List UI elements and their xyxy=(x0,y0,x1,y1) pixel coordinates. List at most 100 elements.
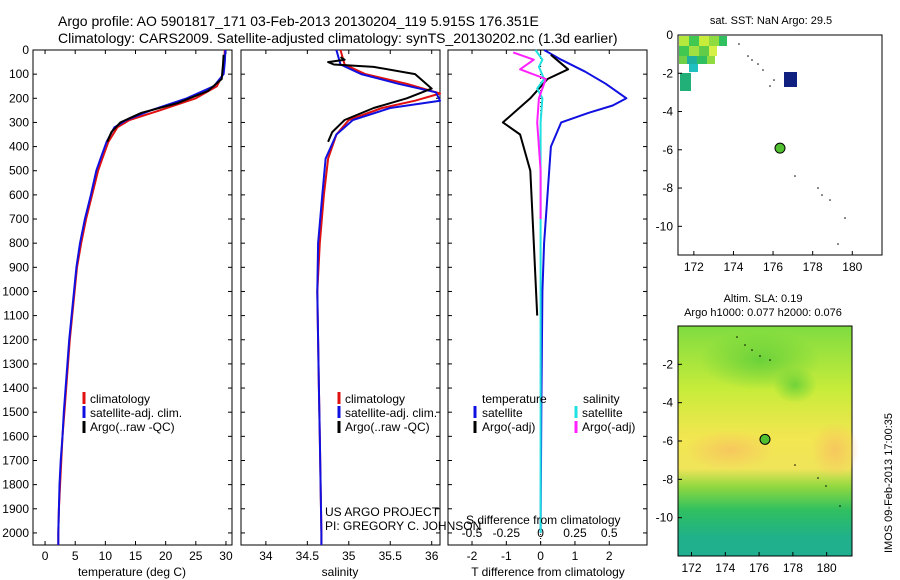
salinity-panel xyxy=(240,49,441,546)
series-layer xyxy=(57,49,628,545)
sla-blob xyxy=(685,430,775,470)
island-dot xyxy=(769,85,771,87)
x-tick-label: 15 xyxy=(129,549,143,563)
island-dot xyxy=(757,63,759,65)
argo-float-marker xyxy=(774,142,786,154)
island-dot xyxy=(769,359,771,361)
y-tick-label: 2000 xyxy=(2,526,29,540)
map-x-tick-label: 178 xyxy=(803,260,823,274)
sst-pixel xyxy=(689,64,698,72)
y-tick-label: 600 xyxy=(9,188,29,202)
map-y-tick-label: -2 xyxy=(662,66,673,80)
s-tick-label: 0 xyxy=(537,526,544,540)
map-y-tick-label: -8 xyxy=(662,181,673,195)
sla-map-axes: 172 174 176 178 180 -2 -4 -6 -8 -10 xyxy=(656,357,837,575)
map-y-tick-label: -4 xyxy=(662,396,673,410)
difference-legend: temperature salinity satellite Argo(-adj… xyxy=(473,392,635,434)
y-tick-label: 300 xyxy=(9,115,29,129)
map-y-tick-label: 0 xyxy=(666,28,673,42)
sst-pixel xyxy=(679,36,689,46)
y-tick-label: 1900 xyxy=(2,502,29,516)
sla-blob xyxy=(811,422,859,478)
s-tick-label: -0.25 xyxy=(493,526,521,540)
y-tick-label: 1300 xyxy=(2,357,29,371)
sla-blob xyxy=(773,367,817,403)
map-y-tick-label: -10 xyxy=(656,219,674,233)
island-dot xyxy=(817,477,819,479)
sla-map-subtitle: Argo h1000: 0.077 h2000: 0.076 xyxy=(684,307,842,319)
legend-label-climatology: climatology xyxy=(90,392,150,406)
s-difference-label: S difference from climatology xyxy=(466,513,621,527)
legend-label-argo: Argo(..raw -QC) xyxy=(345,420,430,434)
map-x-tick-label: 176 xyxy=(749,561,769,575)
legend-label-s-argo: Argo(-adj) xyxy=(582,420,635,434)
header-line-2: Climatology: CARS2009. Satellite-adjuste… xyxy=(58,30,618,46)
legend-label-climatology: climatology xyxy=(345,392,405,406)
sst-pixel xyxy=(709,36,719,46)
x-tick-label: 0 xyxy=(42,549,49,563)
header-line-1: Argo profile: AO 5901817_171 03-Feb-2013… xyxy=(58,13,539,29)
argo-float-marker xyxy=(759,433,771,445)
map-y-tick-label: -6 xyxy=(662,434,673,448)
sst-pixel xyxy=(680,73,691,91)
map-y-tick-label: -6 xyxy=(662,143,673,157)
y-tick-label: 1200 xyxy=(2,333,29,347)
x-tick-label: 34 xyxy=(259,549,273,563)
map-y-tick-label: -8 xyxy=(662,472,673,486)
s-tick-label: 0.25 xyxy=(563,526,587,540)
x-tick-label: 35.5 xyxy=(379,549,403,563)
sst-map-title: sat. SST: NaN Argo: 29.5 xyxy=(710,15,832,27)
island-dot xyxy=(837,243,839,245)
legend-label-argo: Argo(..raw -QC) xyxy=(90,420,175,434)
sst-map-axes: 172 174 176 178 180 0 -2 -4 -6 -8 -10 xyxy=(656,28,863,274)
series-line-s-satellite xyxy=(534,49,546,533)
x-tick-label: 25 xyxy=(189,549,203,563)
island-dot xyxy=(747,55,749,57)
sst-pixel-dark xyxy=(784,72,797,87)
map-x-tick-label: 178 xyxy=(783,561,803,575)
island-dot xyxy=(844,217,846,219)
x-tick-label: 35 xyxy=(342,549,356,563)
map-x-tick-label: 176 xyxy=(763,260,783,274)
y-tick-label: 1400 xyxy=(2,381,29,395)
x-tick-label: 5 xyxy=(72,549,79,563)
sla-map-title: Altim. SLA: 0.19 xyxy=(724,293,803,305)
x-tick-label: -1 xyxy=(501,549,512,563)
island-dot xyxy=(736,336,738,338)
map-x-tick-label: 172 xyxy=(681,561,701,575)
sst-pixel xyxy=(707,56,715,64)
map-x-tick-label: 174 xyxy=(715,561,735,575)
legend-header-temperature: temperature xyxy=(482,392,547,406)
series-line-t-satellite xyxy=(539,49,628,533)
island-dot xyxy=(759,355,761,357)
s-tick-label: 0.5 xyxy=(601,526,618,540)
sst-map-pixels xyxy=(679,36,797,91)
sst-pixel xyxy=(699,36,709,46)
legend-label-t-argo: Argo(-adj) xyxy=(482,420,535,434)
island-dot xyxy=(738,43,740,45)
sst-island-dots xyxy=(738,43,846,245)
island-dot xyxy=(762,69,764,71)
island-dot xyxy=(839,505,841,507)
y-tick-label: 1800 xyxy=(2,478,29,492)
x-tick-label: 34.5 xyxy=(296,549,320,563)
y-tick-label: 400 xyxy=(9,140,29,154)
x-tick-label: 10 xyxy=(99,549,113,563)
island-dot xyxy=(794,464,796,466)
legend-label-satellite: satellite-adj. clim. xyxy=(90,406,182,420)
x-tick-label: 1 xyxy=(572,549,579,563)
y-tick-label: 1600 xyxy=(2,429,29,443)
y-tick-label: 500 xyxy=(9,164,29,178)
island-dot xyxy=(751,59,753,61)
sst-pixel xyxy=(719,36,727,46)
series-line-s-argo-adj- xyxy=(512,51,547,219)
island-dot xyxy=(744,344,746,346)
island-dot xyxy=(829,199,831,201)
sst-pixel xyxy=(689,36,699,46)
difference-xlabel: T difference from climatology xyxy=(471,565,625,579)
island-dot xyxy=(794,175,796,177)
island-dot xyxy=(817,187,819,189)
island-dot xyxy=(825,485,827,487)
y-tick-label: 1700 xyxy=(2,453,29,467)
